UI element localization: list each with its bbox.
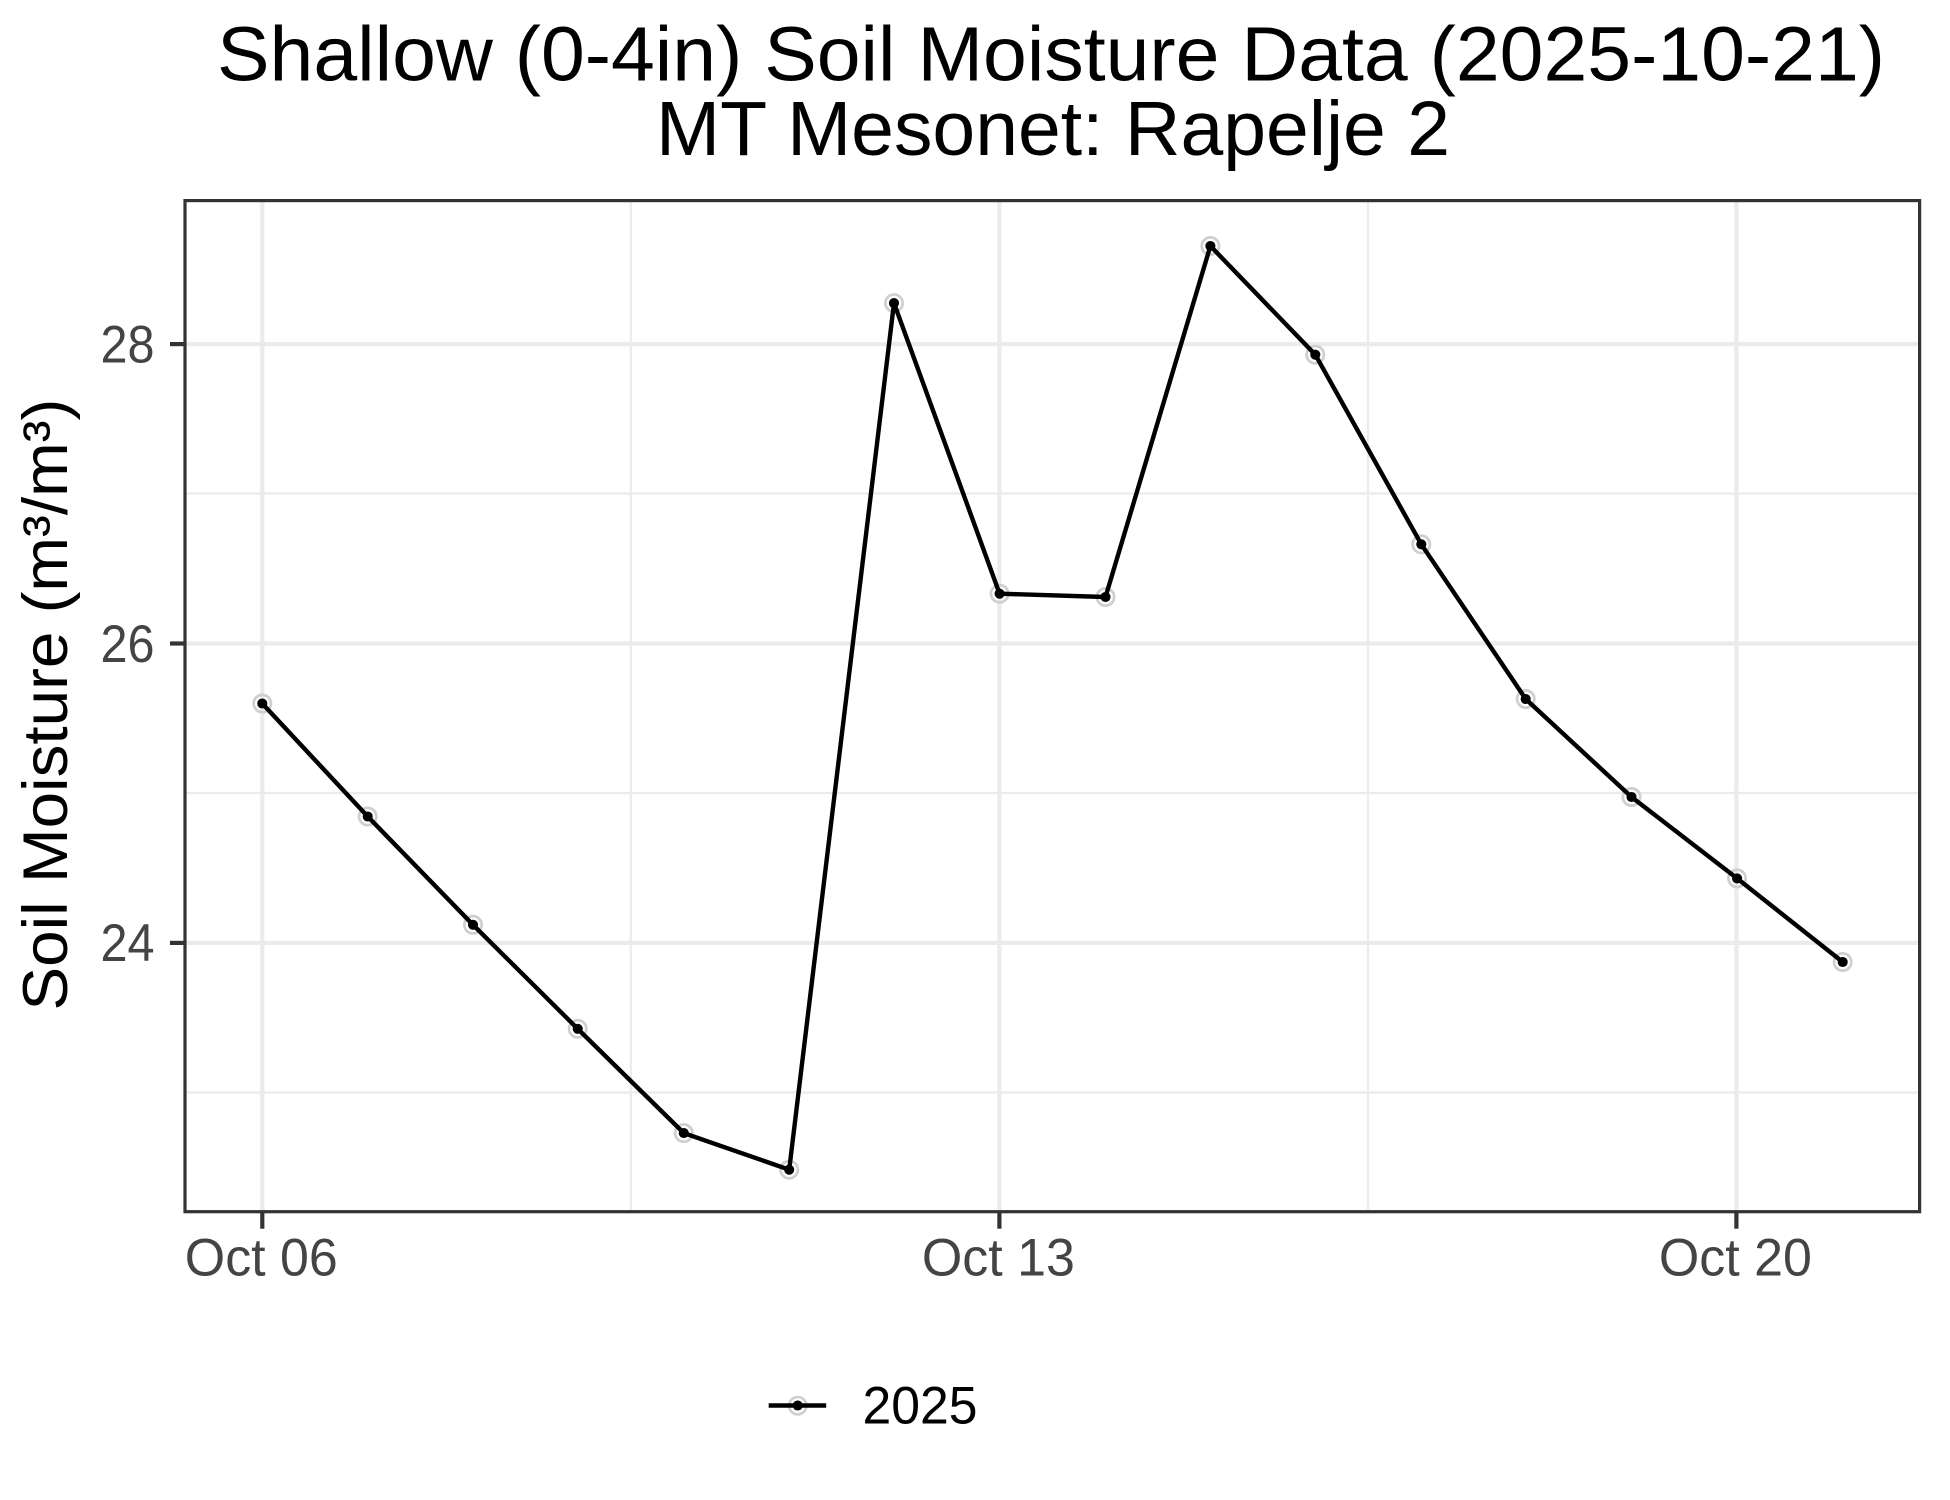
svg-text:Oct 13: Oct 13 [922, 1229, 1075, 1288]
svg-text:26: 26 [101, 615, 155, 674]
svg-text:24: 24 [101, 914, 155, 973]
svg-text:Shallow (0-4in) Soil Moisture: Shallow (0-4in) Soil Moisture Data (2025… [217, 12, 1885, 98]
svg-text:MT Mesonet: Rapelje 2: MT Mesonet: Rapelje 2 [656, 86, 1450, 172]
svg-text:Soil Moisture (m³/m³): Soil Moisture (m³/m³) [11, 399, 81, 1011]
svg-text:Oct 06: Oct 06 [185, 1229, 338, 1288]
svg-text:28: 28 [101, 315, 155, 374]
svg-text:2025: 2025 [863, 1376, 978, 1435]
svg-text:Oct 20: Oct 20 [1659, 1229, 1812, 1288]
